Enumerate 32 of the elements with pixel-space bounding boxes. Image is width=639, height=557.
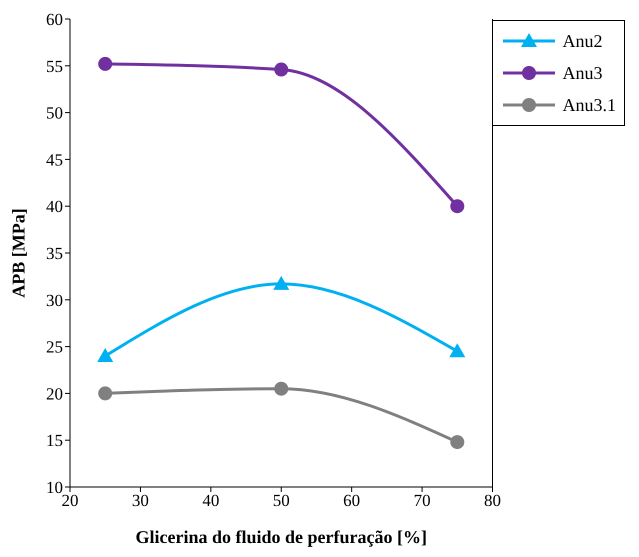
y-tick-label: 40: [46, 197, 63, 216]
y-tick-label: 30: [46, 290, 63, 310]
point: [274, 382, 288, 396]
y-tick-label: 55: [46, 56, 63, 76]
point: [450, 199, 464, 214]
y-tick-label: 45: [46, 150, 63, 170]
y-tick-label: 25: [46, 338, 63, 357]
y-axis-title: APB [MPa]: [8, 208, 28, 298]
x-tick-label: 20: [62, 491, 78, 510]
x-tick-label: 70: [414, 491, 431, 510]
point: [97, 348, 114, 362]
y-tick-label: 50: [46, 104, 63, 123]
y-tick-label: 20: [46, 384, 63, 404]
y-tick-label: 15: [46, 431, 63, 450]
x-tick-label: 60: [343, 491, 360, 510]
point: [450, 435, 464, 450]
point: [98, 56, 112, 71]
point: [274, 62, 288, 77]
y-tick-label: 35: [46, 244, 63, 264]
legend-label: Anu3: [562, 62, 602, 84]
legend-label: Anu2: [562, 30, 602, 52]
point: [98, 386, 112, 400]
x-tick-label: 30: [132, 491, 149, 510]
point: [273, 276, 290, 290]
y-tick-label: 60: [46, 10, 63, 30]
x-tick-label: 50: [272, 491, 290, 510]
point: [449, 343, 466, 358]
y-tick-label: 10: [46, 478, 63, 498]
legend-label: Anu3.1: [562, 94, 616, 116]
x-axis-title: Glicerina do fluido de perfuração [%]: [136, 527, 427, 547]
x-tick-label: 80: [484, 491, 501, 510]
x-tick-label: 40: [202, 491, 220, 510]
